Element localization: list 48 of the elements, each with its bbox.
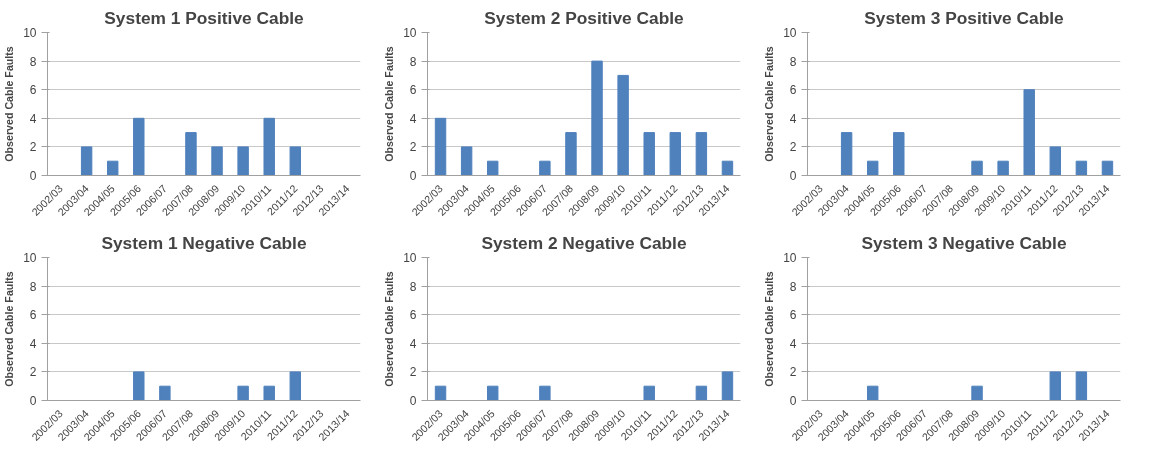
y-tick-label: 6 — [789, 308, 797, 323]
y-tick-label: 6 — [789, 83, 797, 98]
y-tick-label: 6 — [409, 83, 417, 98]
y-axis-title: Observed Cable Faults — [383, 271, 396, 387]
y-tick-label: 0 — [29, 169, 37, 183]
y-tick-label: 2 — [789, 365, 797, 380]
chart-title: System 1 Negative Cable — [101, 232, 307, 253]
y-tick-label: 2 — [409, 365, 417, 380]
y-tick-label: 0 — [29, 394, 37, 408]
y-tick-label: 0 — [789, 394, 797, 408]
chart-title: System 3 Negative Cable — [861, 232, 1067, 253]
y-tick-label: 10 — [23, 251, 37, 265]
y-tick-label: 10 — [783, 251, 797, 265]
y-tick-label: 8 — [29, 54, 37, 69]
y-tick-label: 4 — [29, 111, 37, 126]
chart-title: System 2 Negative Cable — [481, 232, 687, 253]
y-tick-label: 4 — [789, 336, 797, 351]
y-tick-label: 4 — [409, 336, 417, 351]
y-axis-title: Observed Cable Faults — [383, 46, 396, 162]
y-tick-label: 8 — [789, 279, 797, 294]
y-tick-label: 6 — [29, 308, 37, 323]
y-tick-label: 0 — [409, 169, 417, 183]
y-tick-label: 2 — [29, 365, 37, 380]
y-tick-label: 0 — [789, 169, 797, 183]
y-axis-title: Observed Cable Faults — [763, 46, 776, 162]
y-tick-label: 10 — [23, 26, 37, 40]
y-axis-title: Observed Cable Faults — [3, 271, 16, 387]
y-tick-label: 2 — [409, 140, 417, 155]
y-tick-label: 2 — [789, 140, 797, 155]
y-tick-label: 0 — [409, 394, 417, 408]
chart-title: System 2 Positive Cable — [484, 7, 685, 28]
y-tick-label: 8 — [789, 54, 797, 69]
y-tick-label: 10 — [783, 26, 797, 40]
y-tick-label: 10 — [403, 26, 417, 40]
y-axis-title: Observed Cable Faults — [3, 46, 16, 162]
y-tick-label: 10 — [403, 251, 417, 265]
y-tick-label: 8 — [409, 54, 417, 69]
y-tick-label: 2 — [29, 140, 37, 155]
y-tick-label: 6 — [409, 308, 417, 323]
y-tick-label: 8 — [409, 279, 417, 294]
y-axis-title: Observed Cable Faults — [763, 271, 776, 387]
y-tick-label: 6 — [29, 83, 37, 98]
y-tick-label: 4 — [409, 111, 417, 126]
chart-title: System 3 Positive Cable — [864, 7, 1065, 28]
y-tick-label: 8 — [29, 279, 37, 294]
y-tick-label: 4 — [789, 111, 797, 126]
chart-title: System 1 Positive Cable — [104, 7, 305, 28]
y-tick-label: 4 — [29, 336, 37, 351]
